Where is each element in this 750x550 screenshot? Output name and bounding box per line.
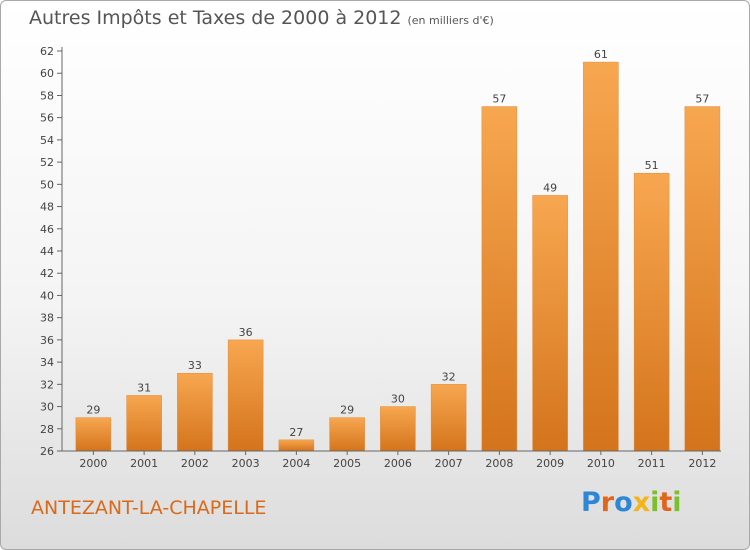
y-tick-label: 62 (40, 45, 54, 58)
y-tick-label: 40 (40, 289, 54, 302)
data-label: 57 (492, 93, 506, 106)
x-tick-label: 2004 (282, 457, 310, 470)
logo-letter: x (632, 487, 651, 518)
x-tick-label: 2010 (587, 457, 615, 470)
x-tick-label: 2012 (688, 457, 716, 470)
bar-2006 (380, 406, 416, 452)
logo-letter: P (581, 487, 601, 518)
x-tick-label: 2000 (79, 457, 107, 470)
data-label: 33 (188, 359, 202, 372)
bar-2005 (329, 417, 365, 452)
bar-2009 (532, 195, 568, 452)
data-label: 49 (543, 181, 557, 194)
data-label: 51 (645, 159, 659, 172)
logo-letter: o (614, 487, 633, 518)
data-label: 31 (137, 381, 151, 394)
data-label: 36 (239, 326, 253, 339)
x-tick-label: 2007 (435, 457, 463, 470)
chart-title-text: Autres Impôts et Taxes de 2000 à 2012 (29, 7, 402, 29)
y-tick-label: 46 (40, 223, 54, 236)
y-tick-label: 56 (40, 112, 54, 125)
bar-2002 (177, 372, 213, 452)
logo-letter: r (600, 487, 615, 518)
data-labels: 29 31 33 36 27 29 30 32 57 49 61 51 57 (86, 48, 709, 439)
y-tick-label: 26 (40, 445, 54, 458)
y-tick-label: 48 (40, 201, 54, 214)
logo-letter: i (672, 487, 682, 518)
y-tick-label: 50 (40, 178, 54, 191)
bar-2004 (278, 439, 315, 452)
y-tick-label: 28 (40, 423, 54, 436)
x-tick-label: 2009 (536, 457, 564, 470)
y-tick-label: 54 (40, 134, 54, 147)
y-tick-label: 32 (40, 378, 54, 391)
bar-2000 (75, 417, 112, 452)
x-tick-label: 2001 (130, 457, 158, 470)
data-label: 57 (695, 93, 709, 106)
data-label: 27 (289, 426, 303, 439)
x-tick-label: 2006 (384, 457, 412, 470)
logo-letter: i (650, 487, 660, 518)
proxiti-logo: Proxiti (581, 487, 682, 518)
logo-letter: t (659, 487, 673, 518)
y-tick-label: 58 (40, 89, 54, 102)
y-tick-label: 52 (40, 156, 54, 169)
chart-title: Autres Impôts et Taxes de 2000 à 2012 (en… (29, 7, 494, 29)
x-axis: 2000 2001 2002 2003 2004 2005 2006 2007 2008 2009… (62, 450, 721, 470)
y-tick-label: 38 (40, 312, 54, 325)
data-label: 29 (340, 404, 354, 417)
bar-2001 (126, 395, 162, 452)
bar-2008 (481, 106, 518, 452)
bar-2012 (684, 106, 721, 452)
data-label: 32 (442, 370, 456, 383)
x-tick-label: 2008 (485, 457, 513, 470)
y-tick-label: 44 (40, 245, 54, 258)
y-tick-label: 60 (40, 67, 54, 80)
y-tick-label: 34 (40, 356, 54, 369)
data-label: 29 (86, 404, 100, 417)
bar-2011 (633, 172, 670, 452)
y-axis: 26 28 30 32 34 36 38 40 42 44 46 48 50 52 54 56 58 60 62 (40, 45, 63, 458)
x-tick-label: 2005 (333, 457, 361, 470)
bar-2003 (227, 339, 264, 452)
x-tick-label: 2011 (638, 457, 666, 470)
y-tick-label: 30 (40, 401, 54, 414)
bar-2007 (430, 384, 467, 452)
y-tick-label: 42 (40, 267, 54, 280)
bar-2010 (583, 61, 619, 452)
x-tick-label: 2002 (181, 457, 209, 470)
town-name: ANTEZANT-LA-CHAPELLE (31, 497, 267, 519)
bars (75, 61, 721, 452)
data-label: 61 (594, 48, 608, 61)
data-label: 30 (391, 393, 405, 406)
chart-subtitle: (en milliers d'€) (407, 14, 494, 27)
y-tick-label: 36 (40, 334, 54, 347)
x-tick-label: 2003 (232, 457, 260, 470)
